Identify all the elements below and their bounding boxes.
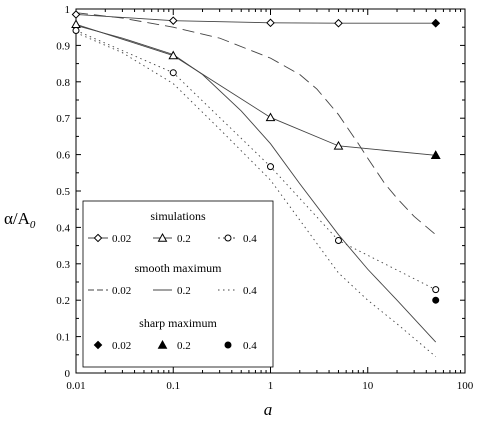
legend-label: 0.4 [243,340,257,352]
legend-marker [224,234,232,242]
y-axis-title: α/A0 [4,209,36,231]
y-tick-label: 0.4 [56,222,70,234]
legend-marker [93,233,103,243]
legend-label: 0.02 [112,233,131,245]
y-tick-label: 0.5 [56,186,70,198]
data-point-sharp-maximum-0-2 [430,150,441,160]
y-tick-label: 0.1 [56,332,70,344]
legend-label: 0.2 [177,285,191,297]
series-line-smooth-maximum-0-4 [75,32,437,357]
data-point-simulations-0-02 [334,18,343,28]
legend-marker [157,232,168,242]
y-axis-title-main: α/A [4,209,31,228]
data-point-sharp-maximum-0-02 [431,18,441,28]
y-tick-label: 0.2 [56,295,70,307]
legend-content: simulations 0.02 0.2 0.4 smooth maximum 0.02 0… [88,209,257,352]
legend-marker [93,340,103,350]
data-point-simulations-0-4 [169,69,177,77]
x-tick-label: 0.01 [66,380,85,392]
y-axis-title-subscript: 0 [30,219,36,231]
data-point-simulations-0-2 [265,112,276,122]
data-point-simulations-0-4 [72,26,80,34]
x-tick-label: 100 [457,380,474,392]
series-line-smooth-maximum-0-02 [75,12,437,236]
legend-label: 0.02 [112,285,131,297]
legend-label: 0.4 [243,285,257,297]
series-line-simulations-0-2 [75,23,436,156]
legend-box [82,200,274,368]
x-axis-title: a [264,400,273,419]
data-point-simulations-0-4 [267,163,274,171]
data-point-simulations-0-2 [333,140,344,150]
axis-ticks: 0 0.1 0.2 0.3 0.4 0.5 0.6 0.7 0.8 0.9 1 0.01 0.1 1 10 1… [56,4,474,392]
legend: simulations 0.02 0.2 0.4 smooth maximum 0.02 0… [82,200,274,368]
legend-marker [224,341,232,349]
data-point-simulations-0-2 [71,19,81,28]
series-line-smooth-maximum-0-2 [75,24,437,343]
data-point-simulations-0-2 [168,50,179,60]
series-line-simulations-0-02 [75,14,436,24]
legend-group-title: sharp maximum [139,316,217,330]
data-point-sharp-maximum-0-4 [432,296,440,304]
y-tick-label: 0.7 [56,113,70,125]
y-tick-label: 0.6 [56,150,70,162]
legend-marker [157,339,168,349]
y-tick-label: 0.8 [56,77,70,89]
data-point-simulations-0-02 [71,10,81,19]
data-point-simulations-0-02 [168,16,178,25]
y-tick-label: 0.9 [56,40,70,52]
x-tick-label: 1 [268,380,274,392]
legend-group-title: simulations [150,209,206,223]
legend-group-title: smooth maximum [135,261,223,275]
y-tick-label: 0 [65,368,71,380]
legend-label: 0.2 [177,340,191,352]
data-point-simulations-0-4 [334,237,342,245]
legend-label: 0.02 [112,340,131,352]
markers-layer [71,10,441,304]
y-tick-label: 1 [65,4,71,16]
x-tick-label: 0.1 [166,380,180,392]
legend-label: 0.2 [177,233,191,245]
legend-label: 0.4 [243,233,257,245]
y-tick-label: 0.3 [56,259,70,271]
data-point-simulations-0-4 [432,286,440,294]
data-point-simulations-0-02 [266,18,275,28]
x-tick-label: 10 [362,380,374,392]
